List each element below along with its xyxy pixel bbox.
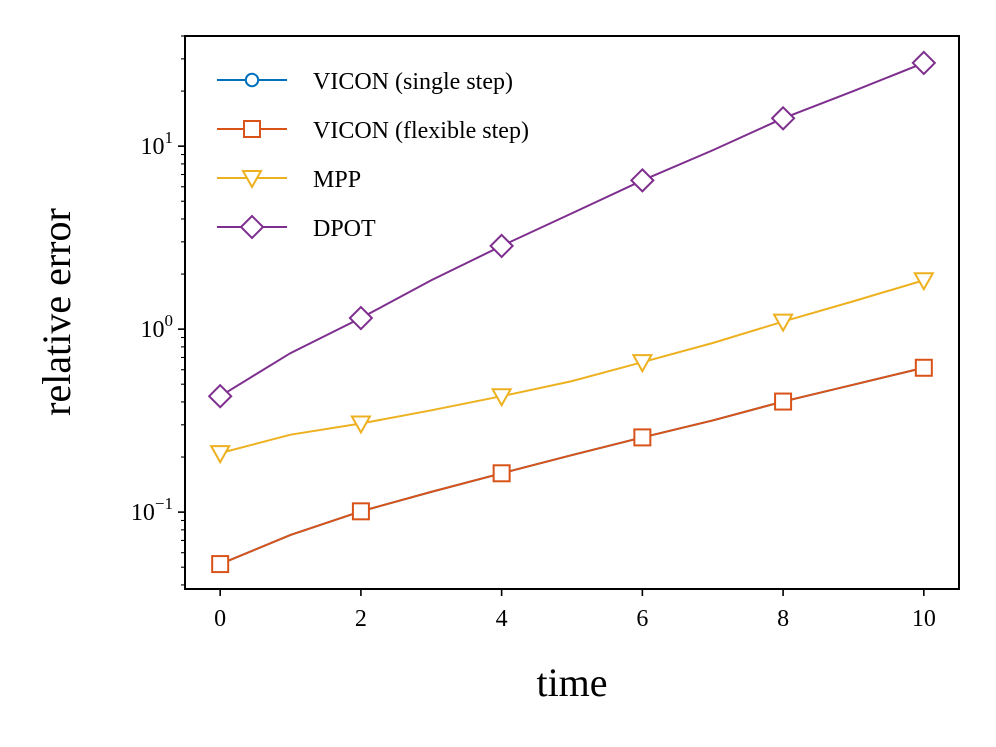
data-point-marker bbox=[492, 464, 511, 483]
legend-entry: VICON (flexible step) bbox=[217, 118, 529, 144]
series-layer bbox=[207, 50, 937, 574]
series-dpot bbox=[207, 50, 937, 409]
x-tick-label: 2 bbox=[355, 606, 367, 632]
data-point-marker bbox=[770, 105, 796, 131]
plot-frame bbox=[184, 35, 960, 590]
legend-label: DPOT bbox=[313, 216, 376, 242]
legend-marker bbox=[241, 170, 263, 190]
data-point-marker bbox=[631, 354, 654, 374]
series-line bbox=[219, 366, 925, 565]
y-tick-label: 100 bbox=[141, 311, 174, 343]
x-tick-label: 10 bbox=[912, 606, 936, 632]
x-tick-label: 4 bbox=[496, 606, 508, 632]
data-point-marker bbox=[211, 555, 230, 574]
series-vicon-flexible-step bbox=[211, 358, 933, 574]
data-point-marker bbox=[911, 50, 937, 76]
data-point-marker bbox=[772, 313, 794, 333]
ticks-layer: 0 2 4 6 8 10 10−1 100 101 bbox=[131, 35, 936, 632]
legend-entry: DPOT bbox=[217, 214, 376, 242]
legend-label: VICON (single step) bbox=[313, 69, 513, 95]
y-axis-title: relative error bbox=[34, 208, 79, 416]
series-mpp bbox=[209, 272, 935, 465]
legend-entry: MPP bbox=[217, 167, 361, 193]
legend-entry: VICON (single step) bbox=[217, 69, 513, 95]
data-point-marker bbox=[490, 388, 513, 408]
data-point-marker bbox=[351, 502, 370, 521]
data-point-marker bbox=[774, 392, 793, 411]
x-tick-label: 0 bbox=[214, 606, 226, 632]
legend: VICON (single step) VICON (flexible step)… bbox=[217, 69, 529, 242]
data-point-marker bbox=[489, 233, 515, 259]
x-tick-label: 8 bbox=[777, 606, 789, 632]
y-tick-label: 101 bbox=[141, 128, 174, 160]
series-line bbox=[219, 62, 925, 398]
data-point-marker bbox=[350, 415, 372, 435]
legend-marker bbox=[239, 214, 265, 240]
legend-marker bbox=[244, 72, 260, 88]
data-point-marker bbox=[633, 428, 652, 447]
data-point-marker bbox=[629, 167, 655, 193]
legend-marker bbox=[243, 120, 261, 138]
data-point-marker bbox=[207, 383, 233, 409]
data-point-marker bbox=[348, 305, 374, 331]
data-point-marker bbox=[209, 445, 231, 465]
data-point-marker bbox=[913, 272, 935, 292]
series-line bbox=[219, 279, 925, 455]
x-axis-title: time bbox=[536, 660, 607, 705]
y-tick-label: 10−1 bbox=[131, 494, 173, 526]
data-point-marker bbox=[914, 358, 933, 377]
x-tick-label: 6 bbox=[636, 606, 648, 632]
legend-label: MPP bbox=[313, 167, 361, 193]
legend-label: VICON (flexible step) bbox=[313, 118, 529, 144]
